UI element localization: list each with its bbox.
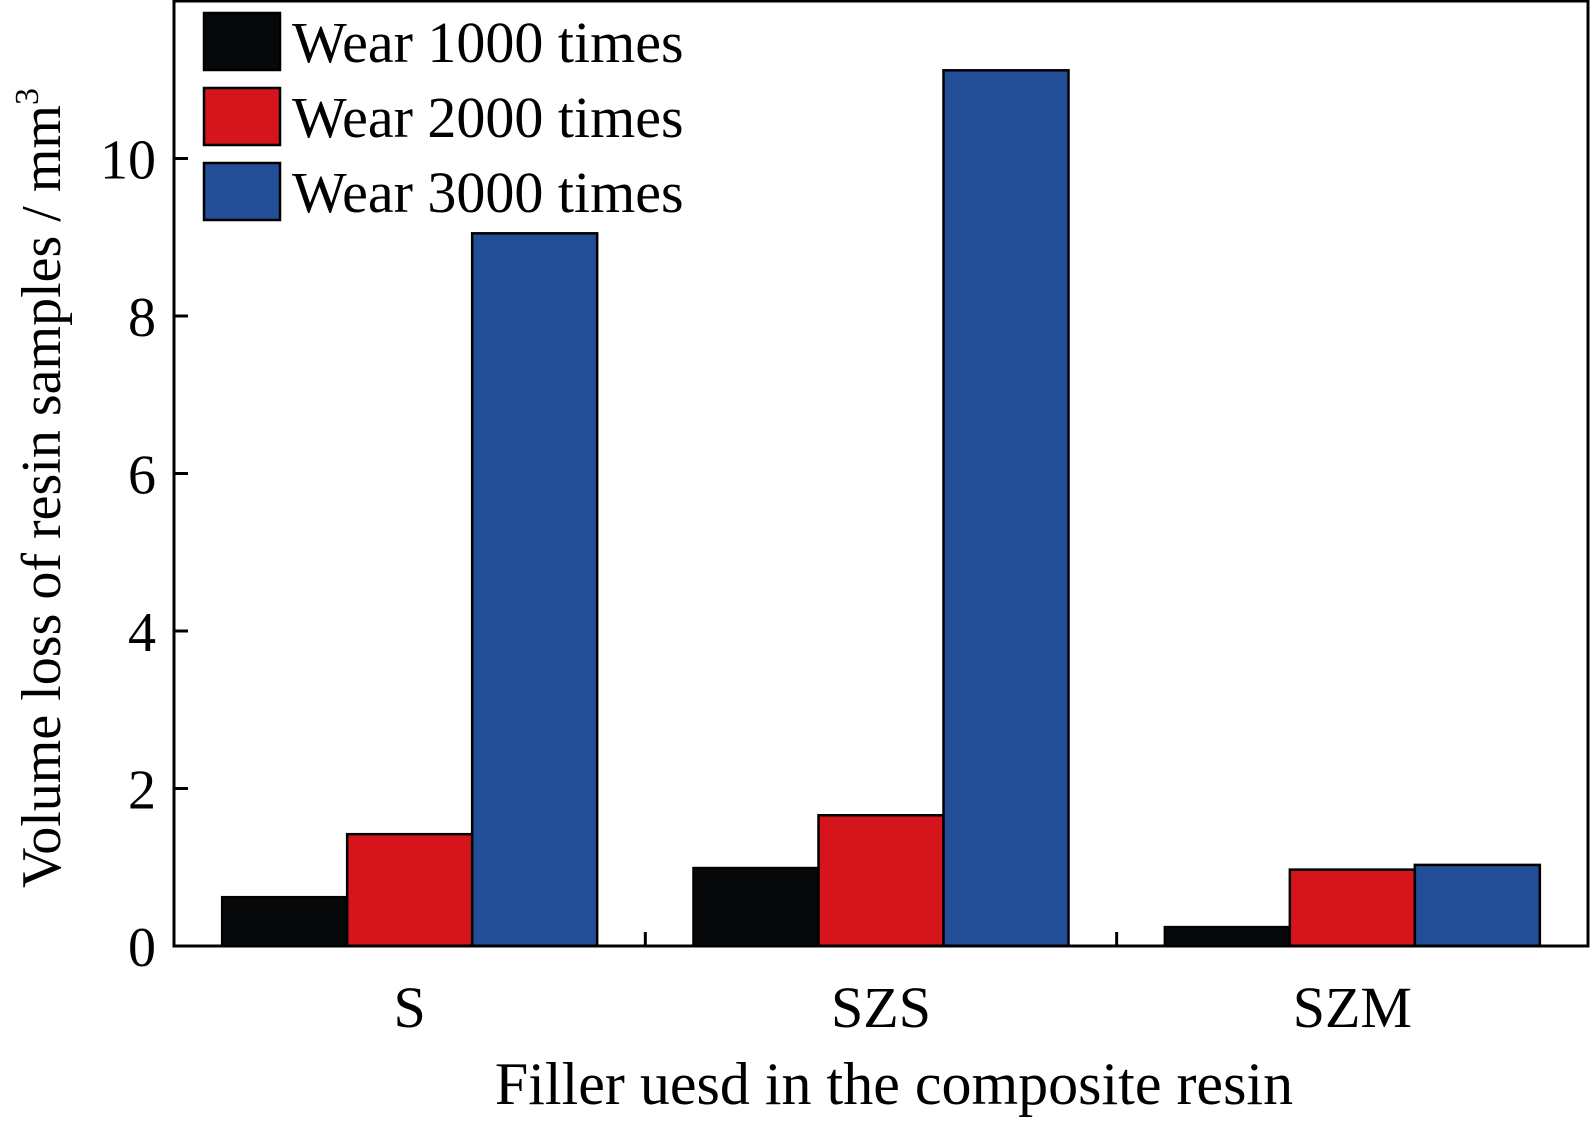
bars xyxy=(220,69,1542,948)
legend-swatch xyxy=(202,161,282,222)
legend-swatch xyxy=(202,86,282,147)
legend-label: Wear 2000 times xyxy=(292,85,684,150)
bar-szs-series-3 xyxy=(942,69,1070,948)
legend-label: Wear 3000 times xyxy=(292,160,684,225)
x-axis: S SZS SZM xyxy=(394,932,1412,1040)
y-axis: 0 2 4 6 8 10 xyxy=(100,130,188,979)
y-axis-title-main: Volume loss of resin samples / mm xyxy=(11,105,73,888)
y-tick-label: 6 xyxy=(128,445,156,507)
y-tick-label: 0 xyxy=(128,917,156,979)
y-tick-label: 2 xyxy=(128,760,156,822)
x-tick-label: SZM xyxy=(1293,975,1412,1040)
bar-s-series-2 xyxy=(345,832,474,948)
bar-szm-series-1 xyxy=(1163,925,1292,948)
y-axis-title: Volume loss of resin samples / mm3 xyxy=(9,88,73,888)
legend: Wear 1000 times Wear 2000 times Wear 3000 … xyxy=(202,10,684,225)
bar-szm-series-2 xyxy=(1288,868,1417,948)
bar-szs-series-1 xyxy=(692,866,820,948)
y-axis-title-superscript: 3 xyxy=(9,88,46,105)
bar-s-series-1 xyxy=(220,895,349,948)
bar-s-series-3 xyxy=(470,232,599,948)
y-tick-label: 10 xyxy=(100,130,156,192)
bar-szm-series-3 xyxy=(1413,863,1542,948)
x-tick-label: S xyxy=(394,975,426,1040)
x-tick-label: SZS xyxy=(831,975,931,1040)
y-tick-label: 8 xyxy=(128,287,156,349)
y-tick-label: 4 xyxy=(128,602,156,664)
legend-label: Wear 1000 times xyxy=(292,10,684,75)
legend-swatch xyxy=(202,11,282,72)
bar-szs-series-2 xyxy=(817,814,945,948)
x-axis-title: Filler uesd in the composite resin xyxy=(495,1051,1293,1117)
